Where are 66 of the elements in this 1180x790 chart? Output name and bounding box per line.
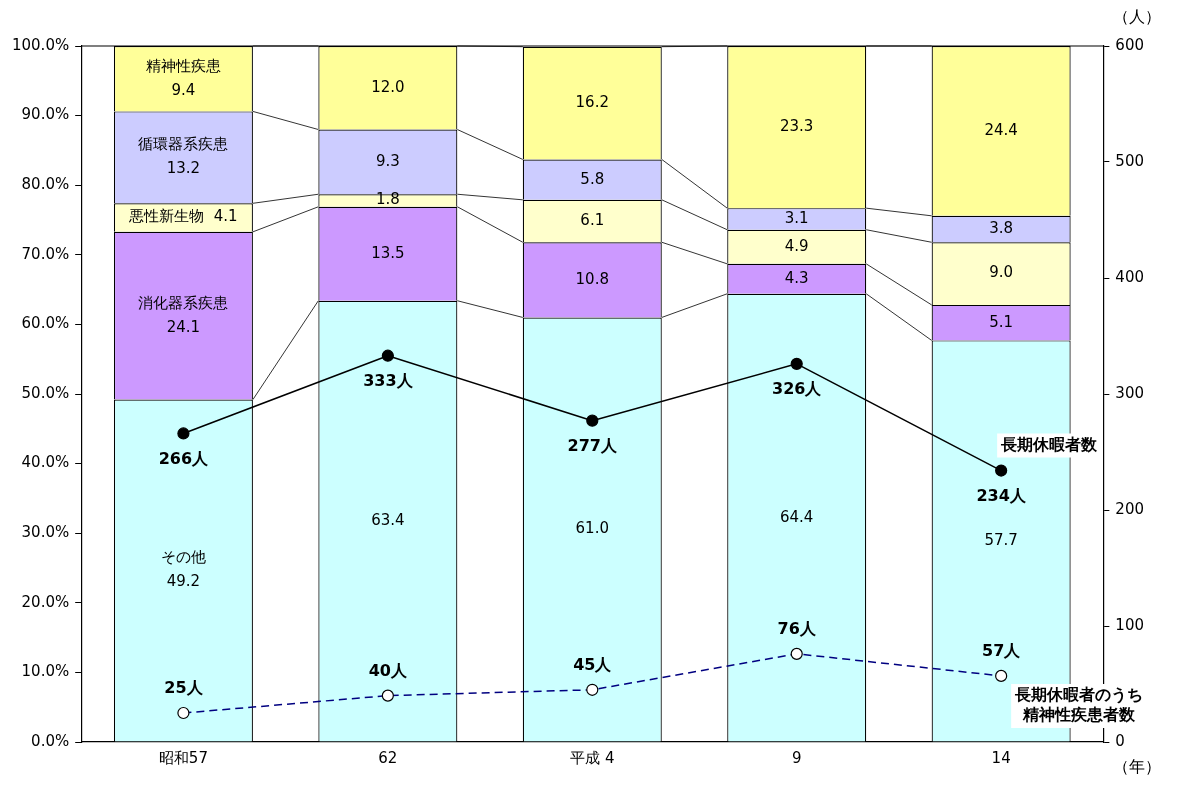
x-tick-label: 昭和57 bbox=[158, 748, 208, 767]
data-label: 16.2 bbox=[575, 92, 609, 111]
data-label: 57人 bbox=[982, 641, 1022, 661]
data-label: 57.7 bbox=[984, 530, 1018, 549]
data-label: 3.1 bbox=[784, 208, 809, 227]
series-label: その他 bbox=[160, 548, 206, 567]
data-label: 40人 bbox=[368, 660, 408, 680]
data-label: 49.2 bbox=[166, 572, 201, 591]
data-label: 5.8 bbox=[580, 169, 605, 188]
y2-tick-label: 0 bbox=[1115, 731, 1125, 750]
data-label: 9.0 bbox=[989, 263, 1014, 282]
data-label: 234人 bbox=[976, 485, 1027, 505]
x-tick-label: 9 bbox=[791, 748, 802, 767]
data-label: 13.5 bbox=[371, 243, 405, 262]
y-tick-label: 30.0% bbox=[21, 523, 70, 542]
data-label: 12.0 bbox=[371, 77, 405, 96]
y-tick-label: 90.0% bbox=[21, 105, 70, 124]
y-tick-label: 10.0% bbox=[21, 662, 70, 681]
data-label: 5.1 bbox=[989, 312, 1014, 331]
y2-tick-label: 500 bbox=[1115, 151, 1145, 170]
data-label: 9.3 bbox=[375, 151, 400, 170]
data-label: 63.4 bbox=[371, 511, 405, 530]
x-tick-label: 平成 4 bbox=[570, 748, 615, 767]
series-label: 長期休暇者のうち精神性疾患者数 bbox=[1014, 685, 1144, 725]
data-label: 24.4 bbox=[984, 120, 1018, 139]
y-tick-label: 20.0% bbox=[21, 592, 70, 611]
y-tick-label: 40.0% bbox=[21, 453, 70, 472]
y2-tick-label: 100 bbox=[1115, 615, 1145, 634]
series-label: 消化器系疾患 bbox=[138, 293, 229, 312]
y-tick-label: 50.0% bbox=[21, 383, 70, 402]
data-label: 23.3 bbox=[780, 116, 814, 135]
x-axis-title: （年） bbox=[1112, 757, 1161, 777]
data-label: 10.8 bbox=[575, 269, 609, 288]
data-label: 45人 bbox=[573, 654, 613, 674]
y2-tick-label: 200 bbox=[1115, 499, 1145, 518]
data-label: 326人 bbox=[772, 379, 823, 398]
data-label: 3.8 bbox=[989, 218, 1014, 237]
data-label: 61.0 bbox=[575, 519, 609, 538]
y-tick-label: 100.0% bbox=[11, 35, 70, 54]
y-tick-label: 70.0% bbox=[21, 244, 70, 263]
series-label: 循環器系疾患 bbox=[138, 135, 229, 154]
series-label: 長期休暇者数 bbox=[1000, 434, 1099, 454]
data-label: 9.4 bbox=[171, 80, 196, 99]
y2-tick-label: 400 bbox=[1115, 267, 1145, 286]
data-label: 6.1 bbox=[580, 210, 605, 229]
y-tick-label: 0.0% bbox=[31, 731, 70, 750]
data-label: 76人 bbox=[777, 619, 817, 638]
data-label: 25人 bbox=[164, 678, 204, 698]
y-tick-label: 60.0% bbox=[21, 314, 70, 333]
x-tick-label: 14 bbox=[991, 748, 1011, 767]
data-label: 277人 bbox=[567, 435, 618, 455]
y2-tick-label: 300 bbox=[1115, 383, 1145, 402]
data-label: 13.2 bbox=[166, 159, 201, 178]
series-label: 精神性疾患 bbox=[145, 56, 221, 75]
text: 悪性新生物 4.1 bbox=[129, 207, 238, 226]
y2-axis-title: （人） bbox=[1112, 7, 1161, 27]
data-label: 4.9 bbox=[784, 236, 809, 255]
data-label: 4.3 bbox=[784, 268, 809, 287]
y2-tick-label: 600 bbox=[1115, 35, 1145, 54]
data-label: 266人 bbox=[158, 448, 210, 468]
y-tick-label: 80.0% bbox=[21, 175, 70, 194]
data-label: 333人 bbox=[363, 370, 414, 390]
x-tick-label: 62 bbox=[378, 748, 398, 767]
data-label: 24.1 bbox=[166, 317, 201, 336]
data-label: 64.4 bbox=[780, 507, 814, 526]
data-label: 1.8 bbox=[375, 190, 400, 209]
